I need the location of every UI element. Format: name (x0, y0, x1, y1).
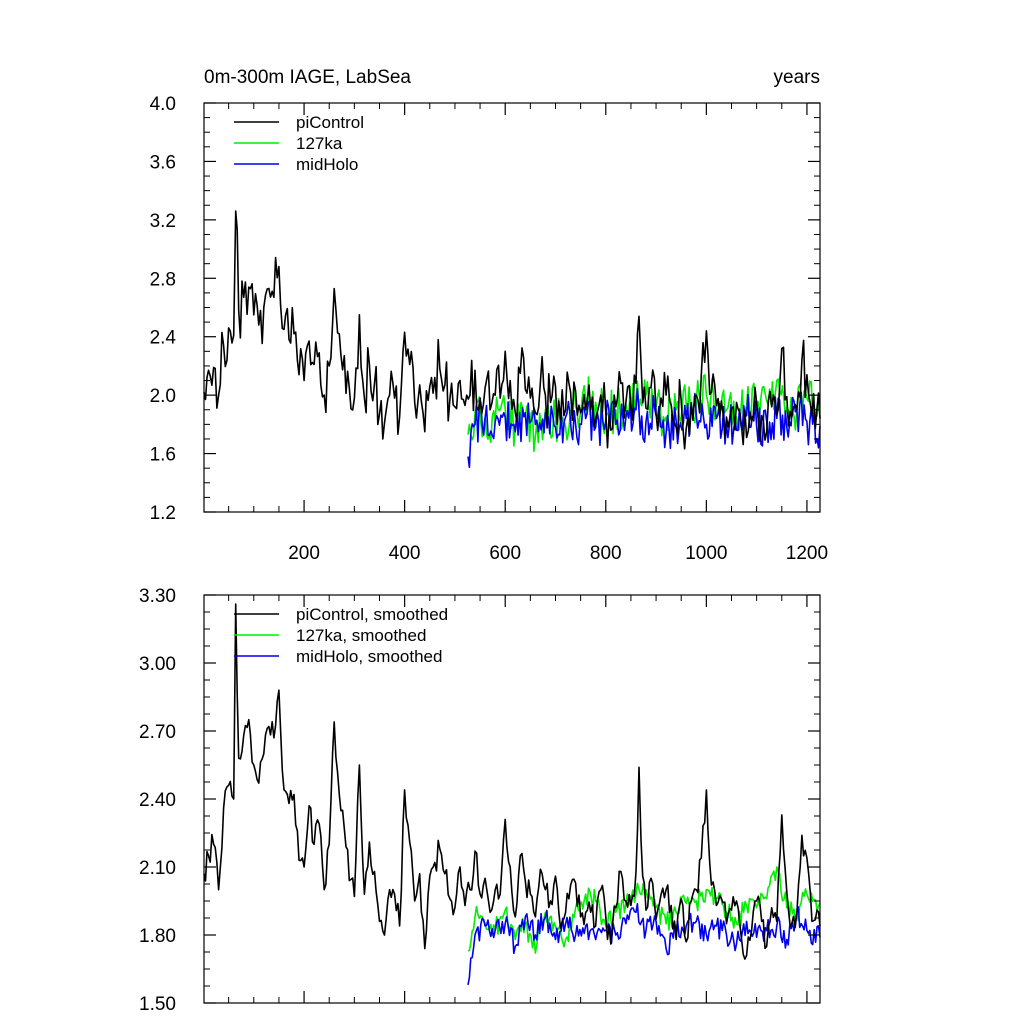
top-panel-axes: 1.2 1.6 2.0 2.4 2.8 3.2 3.6 4.0 200 400 600 800 1000… (150, 94, 828, 564)
top-panel-title: 0m-300m IAGE, LabSea (204, 67, 411, 88)
top-panel: 0m-300m IAGE, LabSea years 1.2 1.6 2.0 2.4 2… (150, 67, 828, 564)
legend-label: midHolo, smoothed (296, 647, 442, 666)
bottom-series-line-1 (467, 866, 821, 954)
legend-label: 127ka (296, 134, 343, 153)
bottom-panel-axes: 1.50 1.80 2.10 2.40 2.70 3.00 3.30 (139, 586, 820, 1015)
y-tick-label: 3.30 (139, 586, 176, 607)
bottom-panel-legend: piControl, smoothed 127ka, smoothed midHol… (234, 605, 448, 666)
x-tick-label: 400 (389, 543, 421, 564)
bottom-panel: 1.50 1.80 2.10 2.40 2.70 3.00 3.30 piControl, … (139, 586, 821, 1015)
bottom-panel-series (203, 603, 821, 986)
legend-label: midHolo (296, 155, 358, 174)
legend-label: piControl (296, 113, 364, 132)
y-tick-label: 1.80 (139, 926, 176, 947)
bottom-series-line-0 (203, 603, 821, 960)
x-tick-label: 1200 (786, 543, 828, 564)
legend-label: piControl, smoothed (296, 605, 448, 624)
x-tick-label: 1000 (685, 543, 727, 564)
y-tick-label: 2.40 (139, 790, 176, 811)
legend-label: 127ka, smoothed (296, 626, 426, 645)
y-tick-label: 2.4 (150, 328, 177, 349)
top-panel-legend: piControl 127ka midHolo (234, 113, 364, 174)
bottom-series-line-2 (467, 902, 821, 986)
y-tick-label: 3.6 (150, 152, 176, 173)
y-tick-label: 3.00 (139, 654, 176, 675)
top-panel-series (203, 210, 821, 469)
y-tick-label: 2.8 (150, 269, 176, 290)
top-panel-units-label: years (774, 67, 820, 88)
y-tick-label: 3.2 (150, 211, 176, 232)
y-tick-label: 2.10 (139, 858, 176, 879)
x-tick-label: 800 (590, 543, 622, 564)
y-tick-label: 1.50 (139, 994, 176, 1015)
x-tick-label: 200 (288, 543, 320, 564)
top-panel-plot-frame (203, 102, 821, 513)
bottom-panel-plot-frame (203, 594, 821, 1004)
y-tick-label: 1.6 (150, 445, 176, 466)
y-tick-label: 2.0 (150, 386, 176, 407)
top-series-line-0 (203, 210, 821, 450)
y-tick-label: 1.2 (150, 503, 176, 524)
top-series-line-2 (467, 388, 821, 469)
y-tick-label: 2.70 (139, 722, 176, 743)
x-tick-label: 600 (489, 543, 521, 564)
y-tick-label: 4.0 (150, 94, 176, 115)
